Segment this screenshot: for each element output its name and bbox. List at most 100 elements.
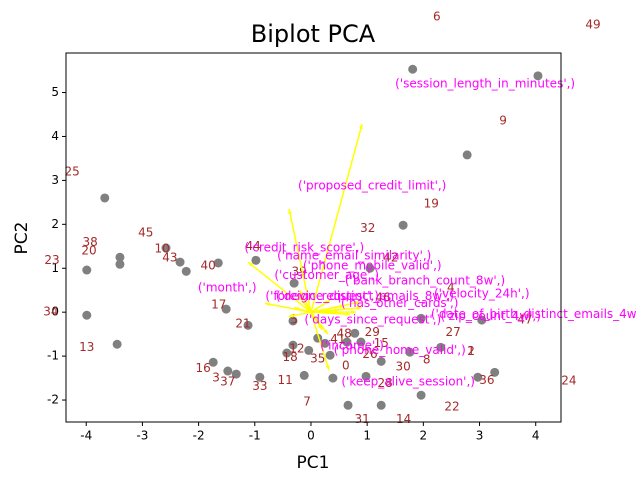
sample-label: 30 (395, 360, 410, 374)
loading-label: ('velocity_24h',) (434, 287, 530, 301)
sample-point (251, 255, 261, 265)
sample-label: 43 (162, 251, 177, 265)
sample-point (112, 339, 122, 349)
x-tick-label: -4 (80, 429, 92, 443)
sample-label: 45 (138, 226, 153, 240)
sample-label: 10 (154, 241, 169, 255)
sample-point (408, 64, 418, 74)
sample-point (416, 313, 426, 323)
arrow-head (323, 329, 328, 335)
sample-label: 48 (336, 327, 351, 341)
arrow-head (288, 313, 294, 318)
arrow-head (334, 308, 340, 313)
loading-arrow (310, 123, 363, 313)
sample-label: 27 (445, 325, 460, 339)
sample-point (208, 357, 218, 367)
loading-label: ('bank_branch_count_8w',) (345, 273, 505, 287)
arrow-head (299, 290, 304, 296)
sample-label: 0 (342, 359, 350, 373)
sample-point (343, 400, 353, 410)
x-tick-label: -1 (249, 429, 261, 443)
sample-label: 19 (424, 197, 439, 211)
sample-label: 47 (517, 313, 532, 327)
sample-point (356, 337, 366, 347)
sample-point (376, 400, 386, 410)
sample-label: 11 (277, 373, 292, 387)
x-tick-label: -3 (136, 429, 148, 443)
sample-label: 37 (220, 375, 235, 389)
sample-point (405, 347, 415, 357)
sample-point (282, 348, 292, 358)
loading-arrow (288, 208, 312, 313)
sample-label: 28 (377, 376, 392, 390)
sample-point (304, 345, 314, 355)
sample-label: 42 (383, 251, 398, 265)
sample-label: 17 (211, 298, 226, 312)
arrow-head (294, 307, 300, 311)
sample-point (115, 259, 125, 269)
sample-label: 13 (79, 340, 94, 354)
sample-label: 6 (433, 9, 441, 23)
loading-label: ('phone_mobile_valid',) (303, 259, 442, 273)
loading-arrow (310, 311, 329, 335)
sample-point (82, 310, 92, 320)
sample-point (462, 150, 472, 160)
sample-point (376, 356, 386, 366)
arrow-head (359, 124, 363, 130)
arrow-head (325, 365, 330, 371)
x-axis-label: PC1 (297, 453, 330, 473)
sample-point (328, 373, 338, 383)
sample-label: 32 (360, 221, 375, 235)
sample-label: 20 (81, 244, 96, 258)
sample-point (82, 265, 92, 275)
sample-point (436, 342, 446, 352)
sample-label: 1 (467, 344, 475, 358)
sample-label: 41 (330, 332, 345, 346)
sample-label: 34 (43, 305, 58, 319)
arrow-head (288, 208, 292, 214)
x-tick-label: -2 (193, 429, 205, 443)
loading-label: ('has_other_cards',) (341, 296, 459, 310)
y-tick-label: 0 (51, 305, 59, 319)
sample-point (477, 315, 487, 325)
sample-label: 4 (447, 281, 455, 295)
sample-point (288, 340, 298, 350)
sample-point (320, 338, 330, 348)
sample-point (325, 350, 335, 360)
sample-point (533, 71, 543, 81)
sample-label: 5 (290, 313, 298, 327)
sample-label: 36 (479, 373, 494, 387)
sample-label: 26 (362, 347, 377, 361)
sample-point (398, 220, 408, 230)
sample-point (365, 263, 375, 273)
arrow-head (248, 262, 253, 267)
arrow-head (351, 310, 356, 315)
sample-label: 8 (423, 353, 431, 367)
sample-point (473, 372, 483, 382)
sample-point (213, 258, 223, 268)
sample-label: 49 (585, 17, 600, 31)
sample-label: 18 (283, 350, 298, 364)
sample-point (181, 266, 191, 276)
loading-label: ('session_length_in_minutes',) (395, 77, 575, 91)
arrow-head (339, 304, 345, 309)
chart-title: Biplot PCA (251, 20, 376, 48)
sample-label: 16 (195, 361, 210, 375)
loading-label: ('days_since_request',) (304, 313, 441, 327)
sample-point (243, 320, 253, 330)
sample-point (342, 337, 352, 347)
sample-point (115, 252, 125, 262)
sample-label: 35 (310, 352, 325, 366)
sample-label: 25 (65, 165, 80, 179)
arrow-head (345, 312, 351, 317)
sample-label: 33 (252, 379, 267, 393)
x-tick-label: 1 (363, 429, 371, 443)
loading-label: ('phone_home_valid',) (334, 343, 466, 357)
sample-point (223, 366, 233, 376)
arrow-head (356, 306, 362, 311)
y-tick-label: -2 (47, 393, 59, 407)
sample-label: 40 (201, 259, 216, 273)
sample-label: 22 (444, 400, 459, 414)
sample-label: 3 (212, 371, 220, 385)
x-tick-label: 0 (307, 429, 315, 443)
